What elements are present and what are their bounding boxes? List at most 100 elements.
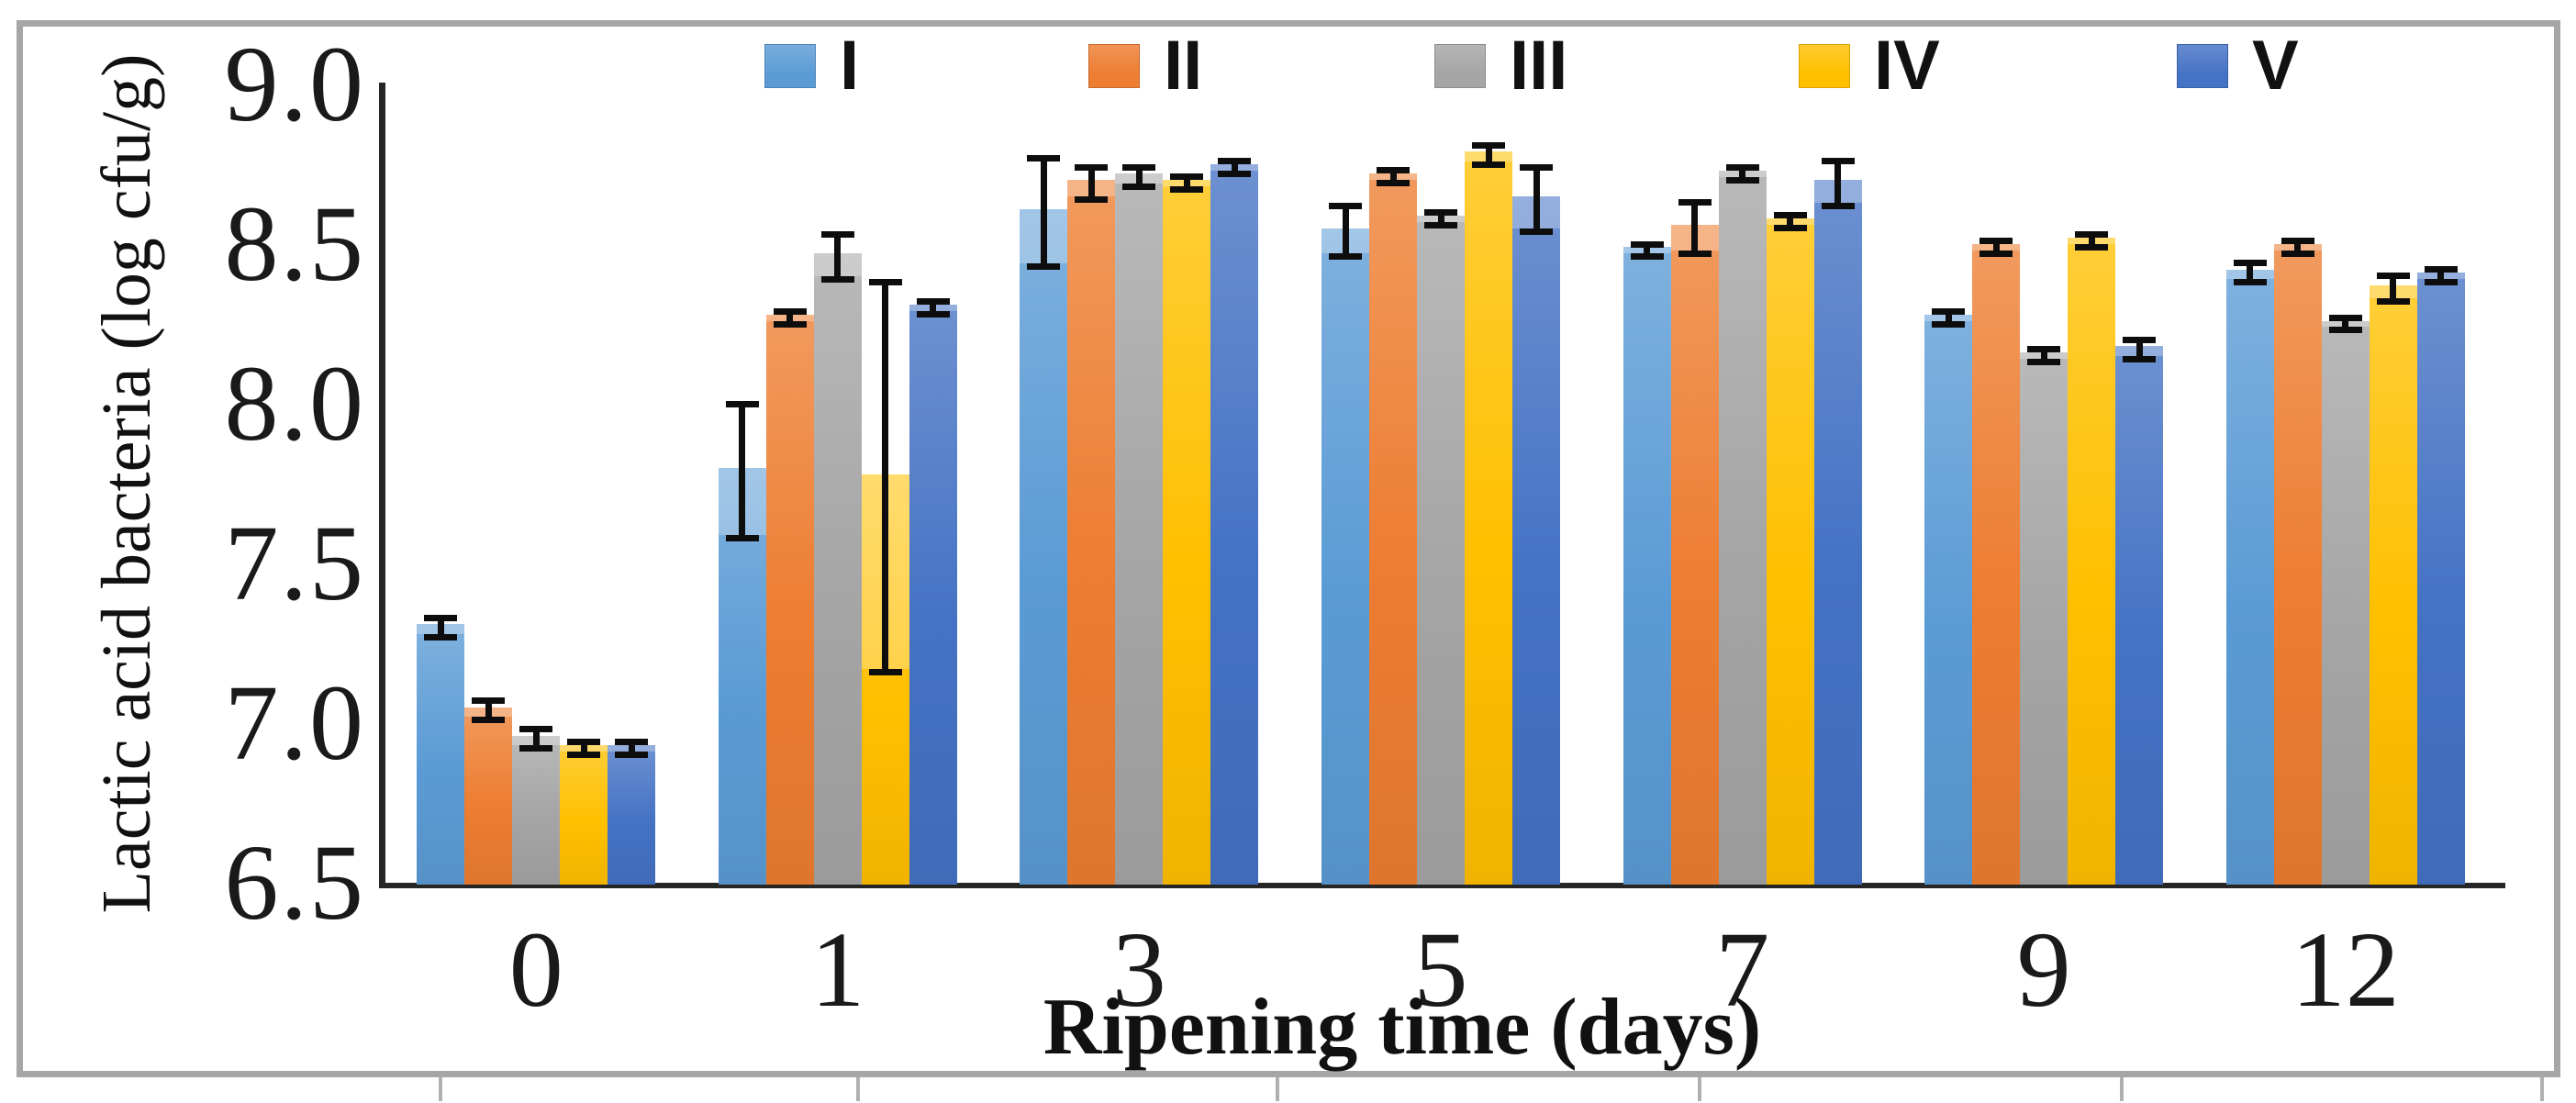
legend-label-V: V — [2252, 27, 2299, 105]
error-bar-II-day7 — [1678, 199, 1712, 257]
ruler-tick — [439, 1077, 442, 1101]
error-cap-bottom — [773, 320, 807, 328]
chart-legend: I II III IV V — [0, 28, 2576, 101]
error-bar-I-day3 — [1027, 154, 1061, 270]
error-cap-top — [1075, 164, 1109, 171]
error-whisker — [485, 697, 492, 724]
error-bar-II-day0 — [472, 697, 506, 724]
error-cap-top — [773, 307, 807, 315]
error-cap-bottom — [1932, 320, 1966, 328]
ruler-tick — [856, 1077, 860, 1101]
error-cap-bottom — [424, 633, 458, 641]
bar-V-day7 — [1813, 180, 1862, 885]
error-bar-III-day3 — [1122, 164, 1156, 190]
legend-item-I: I — [764, 27, 860, 105]
bar-II-day7 — [1670, 225, 1719, 885]
error-cap-top — [2376, 273, 2410, 280]
error-cap-top — [820, 231, 854, 239]
error-bar-V-day0 — [615, 739, 649, 759]
error-cap-bottom — [820, 275, 854, 283]
error-whisker — [2437, 266, 2445, 286]
error-whisker — [2342, 314, 2349, 334]
bar-IV-day9 — [2068, 238, 2116, 885]
error-cap-bottom — [1377, 180, 1410, 187]
error-cap-bottom — [1630, 253, 1664, 261]
bar-III-day1 — [813, 253, 862, 885]
error-cap-top — [1472, 141, 1505, 149]
error-whisker — [1183, 173, 1190, 194]
error-bar-I-day12 — [2233, 260, 2267, 286]
error-bar-IV-day12 — [2376, 273, 2410, 306]
bar-IV-day12 — [2369, 285, 2417, 885]
y-axis-line — [379, 83, 385, 888]
error-cap-top — [2328, 314, 2362, 321]
bar-II-day3 — [1067, 180, 1116, 885]
error-cap-bottom — [1979, 250, 2013, 257]
error-cap-bottom — [868, 668, 902, 675]
error-cap-top — [1424, 208, 1457, 216]
error-bar-IV-day3 — [1170, 173, 1204, 194]
error-whisker — [628, 739, 635, 759]
error-whisker — [437, 614, 444, 641]
x-axis-tick-label: 9 — [2016, 909, 2071, 1030]
error-cap-bottom — [1170, 186, 1204, 194]
error-cap-top — [1630, 240, 1664, 248]
error-cap-bottom — [1424, 221, 1457, 228]
legend-item-V: V — [2177, 27, 2299, 105]
error-whisker — [2390, 273, 2397, 306]
error-bar-I-day7 — [1630, 240, 1664, 261]
error-bar-II-day3 — [1075, 164, 1109, 203]
figure-frame — [17, 20, 2560, 1077]
error-cap-top — [1170, 173, 1204, 181]
y-axis-tick-label: 6.5 — [224, 822, 365, 942]
error-cap-top — [868, 279, 902, 286]
error-cap-bottom — [615, 752, 649, 759]
bar-III-day3 — [1115, 173, 1164, 885]
error-whisker — [1342, 202, 1349, 261]
error-bar-III-day1 — [820, 231, 854, 283]
bar-I-day3 — [1020, 208, 1068, 885]
x-axis-tick-label: 12 — [2291, 909, 2400, 1030]
error-whisker — [1787, 212, 1794, 232]
error-bar-III-day0 — [519, 726, 553, 752]
error-whisker — [834, 231, 842, 283]
error-bar-II-day12 — [2280, 238, 2314, 257]
bar-III-day12 — [2321, 320, 2370, 885]
error-whisker — [930, 298, 937, 318]
error-cap-bottom — [1027, 262, 1061, 270]
bar-III-day0 — [512, 735, 561, 885]
error-cap-bottom — [519, 745, 553, 752]
error-cap-top — [1979, 238, 2013, 245]
error-whisker — [2247, 260, 2254, 286]
legend-label-I: I — [840, 27, 860, 105]
x-axis-tick-label: 3 — [1111, 909, 1166, 1030]
error-cap-top — [1773, 212, 1807, 219]
legend-item-IV: IV — [1799, 31, 1940, 101]
error-cap-bottom — [725, 534, 759, 541]
x-axis-tick-label: 7 — [1715, 909, 1770, 1030]
error-whisker — [532, 726, 540, 752]
error-cap-top — [519, 726, 553, 733]
error-bar-V-day12 — [2424, 266, 2458, 286]
error-whisker — [1389, 167, 1397, 187]
error-bar-IV-day5 — [1472, 141, 1505, 168]
error-bar-II-day1 — [773, 307, 807, 328]
error-bar-V-day7 — [1821, 158, 1855, 209]
error-cap-bottom — [1678, 250, 1712, 257]
error-bar-III-day12 — [2328, 314, 2362, 334]
error-whisker — [580, 739, 587, 759]
error-cap-bottom — [1773, 225, 1807, 232]
bar-II-day12 — [2273, 244, 2322, 885]
error-cap-top — [2280, 238, 2314, 245]
error-cap-top — [1329, 202, 1362, 209]
legend-swatch-I — [764, 44, 816, 88]
error-cap-bottom — [1329, 253, 1362, 261]
error-cap-bottom — [2075, 243, 2109, 251]
error-whisker — [1834, 158, 1842, 209]
bar-V-day5 — [1512, 195, 1560, 885]
x-axis-title: Ripening time (days) — [1043, 983, 1762, 1072]
error-cap-bottom — [1218, 170, 1252, 177]
bar-II-day1 — [765, 314, 814, 885]
bar-I-day12 — [2225, 269, 2274, 885]
